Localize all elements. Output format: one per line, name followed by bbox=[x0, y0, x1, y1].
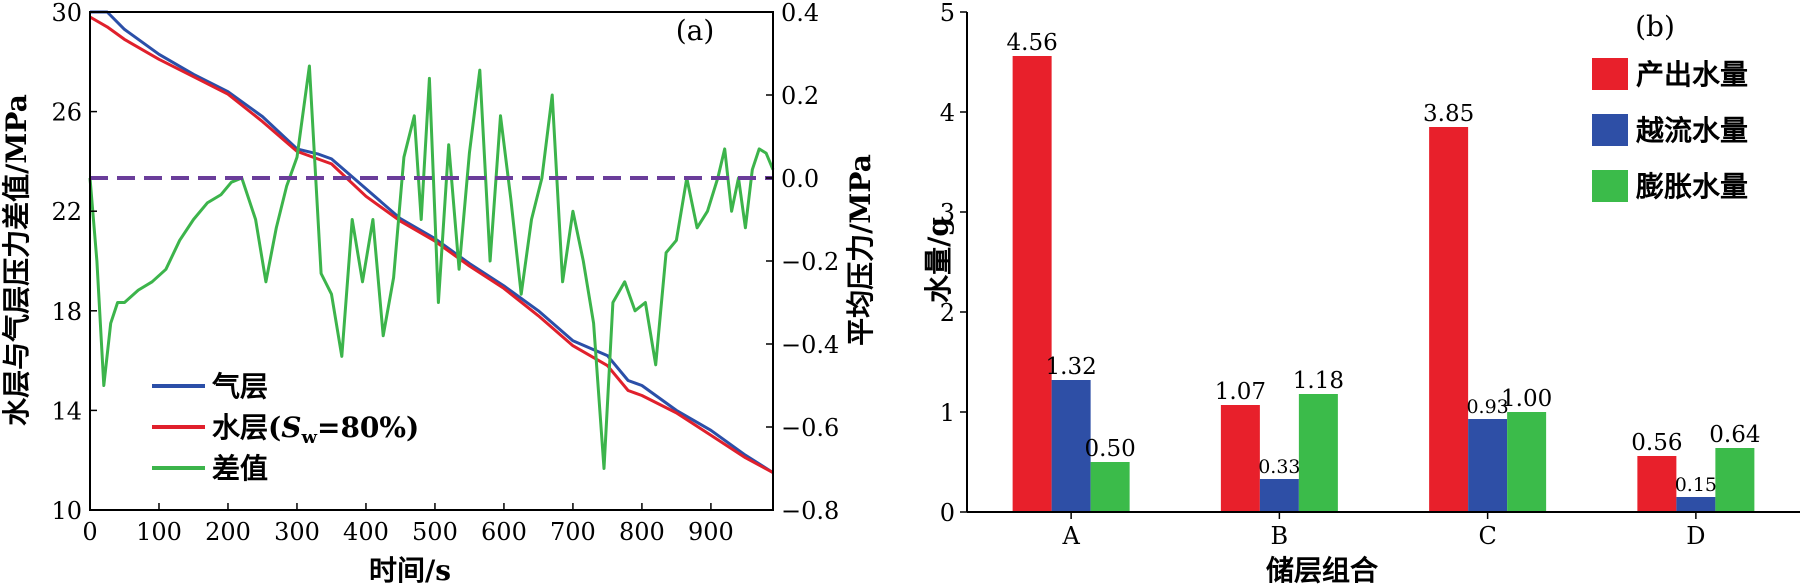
bar-B-series-1 bbox=[1259, 479, 1299, 512]
x-tick-label: 0 bbox=[82, 518, 97, 546]
x-tick-label: 700 bbox=[550, 518, 596, 546]
bar-data-label: 0.33 bbox=[1258, 456, 1300, 478]
bar-C-series-2 bbox=[1507, 412, 1547, 512]
bar-A-series-0 bbox=[1012, 56, 1052, 512]
x-axis-title-a: 时间/s bbox=[369, 554, 451, 585]
legend-label-0: 产出水量 bbox=[1636, 58, 1748, 91]
bar-D-series-2 bbox=[1715, 448, 1755, 512]
y-tick-label: 3 bbox=[940, 199, 955, 227]
y2-tick-label: 0.2 bbox=[781, 82, 819, 110]
legend-label-water-main: 水层( bbox=[212, 411, 281, 444]
bar-data-label: 0.56 bbox=[1631, 430, 1682, 456]
bar-A-series-1 bbox=[1051, 380, 1091, 512]
panel-b-bar-chart: 4.56 1.32 0.50 1.07 0.33 1.18 3.85 0.931.00 0.56… bbox=[922, 0, 1800, 585]
plot-area-a bbox=[88, 10, 775, 474]
bar-data-label: 4.56 bbox=[1007, 30, 1058, 56]
legend-swatch-2 bbox=[1592, 170, 1628, 202]
x-tick-label: 300 bbox=[274, 518, 320, 546]
y2-tick-label: 0.4 bbox=[781, 0, 819, 27]
x-tick-label: 500 bbox=[412, 518, 458, 546]
bar-D-series-1 bbox=[1676, 497, 1716, 512]
legend-swatch-0 bbox=[1592, 58, 1628, 90]
bar-B-series-2 bbox=[1298, 394, 1338, 512]
legend-label-water: 水层(Sw=80%) bbox=[212, 411, 419, 448]
x-tick-label: C bbox=[1478, 522, 1496, 550]
series-line-water bbox=[89, 15, 774, 474]
y-tick-label: 10 bbox=[51, 497, 82, 525]
x-tick-label: 900 bbox=[688, 518, 734, 546]
x-tick-label: D bbox=[1686, 522, 1705, 550]
bar-A-series-2 bbox=[1090, 462, 1130, 512]
x-axis-a: 0 100 200 300 400 500 600 700 800 900 bbox=[82, 503, 734, 546]
x-axis-title-b: 储层组合 bbox=[1266, 554, 1379, 585]
bar-data-label: 0.93 bbox=[1466, 396, 1508, 418]
bar-data-label: 3.85 bbox=[1423, 101, 1474, 127]
bar-D-series-0 bbox=[1637, 456, 1677, 512]
y2-tick-label: −0.4 bbox=[781, 331, 839, 359]
legend-a: 气层 水层(Sw=80%) 差值 bbox=[152, 370, 419, 485]
legend-label-water-sub: w bbox=[300, 427, 317, 448]
y-tick-label: 22 bbox=[51, 198, 82, 226]
x-tick-label: A bbox=[1061, 522, 1080, 550]
plot-area-b: 4.56 1.32 0.50 1.07 0.33 1.18 3.85 0.931.00 0.56… bbox=[1007, 30, 1760, 512]
bar-C-series-0 bbox=[1429, 127, 1469, 512]
series-line-gas bbox=[90, 10, 774, 474]
legend-label-water-sym: S bbox=[281, 411, 301, 444]
y2-tick-label: 0.0 bbox=[781, 165, 819, 193]
y2-tick-label: −0.6 bbox=[781, 414, 839, 442]
y-tick-label: 5 bbox=[940, 0, 955, 27]
y-tick-label: 30 bbox=[51, 0, 82, 27]
legend-label-water-tail: =80%) bbox=[317, 411, 419, 444]
series-line-diff bbox=[88, 64, 775, 470]
legend-label-gas: 气层 bbox=[211, 370, 268, 403]
y-tick-label: 1 bbox=[940, 399, 955, 427]
bar-C-series-1 bbox=[1468, 419, 1508, 512]
bar-data-label: 0.15 bbox=[1675, 474, 1717, 496]
plot-frame-a bbox=[89, 11, 774, 511]
x-tick-label: B bbox=[1271, 522, 1289, 550]
y2-tick-label: −0.2 bbox=[781, 248, 839, 276]
y-tick-label: 26 bbox=[51, 99, 82, 127]
axes-b: A B C D 0 1 2 3 4 5 bbox=[940, 0, 1800, 550]
y2-tick-label: −0.8 bbox=[781, 497, 839, 525]
legend-label-2: 膨胀水量 bbox=[1635, 170, 1748, 203]
y-tick-label: 18 bbox=[51, 298, 82, 326]
y-axis-title-b: 水量/g bbox=[922, 217, 955, 303]
x-tick-label: 100 bbox=[136, 518, 182, 546]
bar-data-label: 1.07 bbox=[1215, 379, 1266, 405]
y-tick-label: 14 bbox=[51, 397, 82, 425]
y-axis-left-a: 10 14 18 22 26 30 bbox=[51, 0, 97, 525]
panel-a-line-chart: 0 100 200 300 400 500 600 700 800 900 10 14 18 22 26 3… bbox=[0, 0, 877, 585]
bar-data-label: 1.18 bbox=[1293, 368, 1344, 394]
x-tick-label: 200 bbox=[205, 518, 251, 546]
panel-label-a: (a) bbox=[676, 14, 715, 47]
y-tick-label: 2 bbox=[940, 299, 955, 327]
bar-B-series-0 bbox=[1220, 405, 1260, 512]
x-tick-label: 600 bbox=[481, 518, 527, 546]
x-tick-label: 400 bbox=[343, 518, 389, 546]
y-axis-right-a: −0.8 −0.6 −0.4 −0.2 0.0 0.2 0.4 bbox=[766, 0, 839, 525]
y-tick-label: 4 bbox=[940, 99, 955, 127]
panel-label-b: (b) bbox=[1635, 10, 1675, 43]
bar-data-label: 0.64 bbox=[1709, 422, 1760, 448]
y-axis-title-a: 水层与气层压力差值/MPa bbox=[0, 94, 33, 426]
legend-swatch-1 bbox=[1592, 114, 1628, 146]
bar-data-label: 0.50 bbox=[1085, 436, 1136, 462]
bar-data-label: 1.00 bbox=[1501, 386, 1552, 412]
y-tick-label: 0 bbox=[940, 499, 955, 527]
x-tick-label: 800 bbox=[619, 518, 665, 546]
legend-label-diff: 差值 bbox=[212, 452, 268, 485]
bar-data-label: 1.32 bbox=[1046, 354, 1097, 380]
y2-axis-title-a: 平均压力/MPa bbox=[844, 154, 877, 346]
legend-label-1: 越流水量 bbox=[1636, 114, 1748, 147]
